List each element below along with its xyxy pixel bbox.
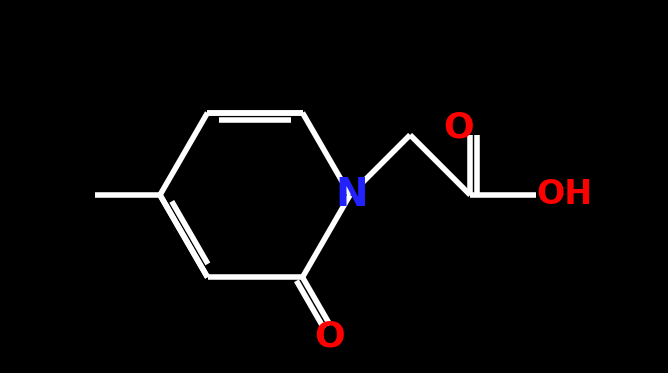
Text: N: N: [336, 176, 368, 214]
Text: OH: OH: [536, 179, 593, 211]
Text: O: O: [443, 110, 474, 144]
Text: O: O: [315, 320, 345, 354]
